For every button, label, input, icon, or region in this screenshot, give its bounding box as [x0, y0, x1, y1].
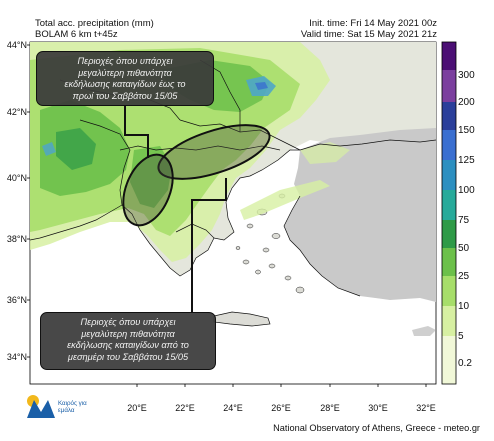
- callout-line: Περιοχές όπου υπάρχει: [80, 317, 176, 327]
- callout-line: εκδήλωσης καταιγίδων από το: [67, 340, 189, 350]
- colorbar-label: 75: [458, 215, 470, 226]
- colorbar-label: 0.2: [458, 358, 472, 369]
- rain-heavy-4: [56, 128, 96, 170]
- lon-label: 22°E: [175, 403, 195, 413]
- lat-label: 38°N: [6, 234, 27, 244]
- colorbar-label: 100: [458, 185, 475, 196]
- colorbar-segment: [442, 336, 456, 384]
- colorbar-segment: [442, 190, 456, 220]
- header-right: Init. time: Fri 14 May 2021 00z Valid ti…: [301, 18, 437, 40]
- lat-label: 42°N: [6, 107, 27, 117]
- rain-blue-2: [255, 82, 268, 90]
- callout-line: Περιοχές όπου υπάρχει: [77, 56, 173, 66]
- lon-label: 30°E: [368, 403, 388, 413]
- colorbar-segment: [442, 42, 456, 70]
- colorbar-label: 150: [458, 125, 475, 136]
- init-time: Init. time: Fri 14 May 2021 00z: [309, 18, 437, 29]
- colorbar-label: 25: [458, 271, 470, 282]
- colorbar-label: 200: [458, 97, 475, 108]
- colorbar: [441, 41, 457, 385]
- map-title: Total acc. precipitation (mm): [35, 18, 154, 29]
- colorbar-segment: [442, 70, 456, 102]
- rain-streak: [240, 180, 330, 220]
- colorbar-segment: [442, 130, 456, 160]
- storm-area-west: [122, 153, 174, 227]
- storm-area-north: [157, 124, 271, 180]
- header-left: Total acc. precipitation (mm) BOLAM 6 km…: [35, 18, 154, 40]
- lat-label: 40°N: [6, 173, 27, 183]
- colorbar-label: 50: [458, 243, 470, 254]
- meteo-logo: Καιρός για εμάλα: [24, 392, 94, 422]
- lon-label: 24°E: [223, 403, 243, 413]
- lat-label: 34°N: [6, 352, 27, 362]
- colorbar-segment: [442, 306, 456, 336]
- callout-morning: Περιοχές όπου υπάρχει μεγαλύτερη πιθανότ…: [36, 51, 214, 106]
- valid-time: Valid time: Sat 15 May 2021 21z: [300, 29, 437, 40]
- connector-bottom: [191, 178, 227, 312]
- connectors: [124, 106, 227, 312]
- callout-line: μεσημέρι του Σαββάτου 15/05: [67, 351, 189, 362]
- colorbar-label: 125: [458, 155, 475, 166]
- colorbar-label: 5: [458, 331, 464, 342]
- callout-line: πρωί του Σαββάτου 15/05: [72, 90, 178, 101]
- rain-patch-anatolia: [300, 142, 350, 164]
- land-cyprus: [412, 326, 436, 336]
- colorbar-label: 10: [458, 301, 470, 312]
- logo-text: Καιρός για εμάλα: [58, 400, 87, 414]
- colorbar-segment: [442, 248, 456, 276]
- lon-label: 20°E: [127, 403, 147, 413]
- storm-areas: [122, 124, 271, 227]
- callout-line: μεγαλύτερη πιθανότητα: [81, 328, 175, 339]
- lon-label: 28°E: [320, 403, 340, 413]
- lon-label: 32°E: [416, 403, 436, 413]
- tick-marks: [27, 44, 427, 387]
- logo-icon: [27, 395, 55, 418]
- land-turkey: [284, 128, 436, 302]
- source-credit: National Observatory of Athens, Greece -…: [273, 423, 480, 433]
- colorbar-segment: [442, 220, 456, 248]
- callout-noon: Περιοχές όπου υπάρχει μεγαλύτερη πιθανότ…: [40, 312, 216, 370]
- connector-top: [124, 106, 149, 158]
- callout-line: εκδήλωσης καταιγίδων έως το: [64, 79, 186, 89]
- lat-label: 36°N: [6, 295, 27, 305]
- lon-label: 26°E: [271, 403, 291, 413]
- rain-blue-3: [42, 142, 56, 156]
- colorbar-segment: [442, 276, 456, 306]
- colorbar-segment: [442, 160, 456, 190]
- colorbar-segment: [442, 102, 456, 130]
- colorbar-label: 300: [458, 70, 475, 81]
- lat-label: 44°N: [6, 40, 27, 50]
- model-label: BOLAM 6 km t+45z: [35, 29, 118, 40]
- callout-line: μεγαλύτερη πιθανότητα: [78, 67, 172, 78]
